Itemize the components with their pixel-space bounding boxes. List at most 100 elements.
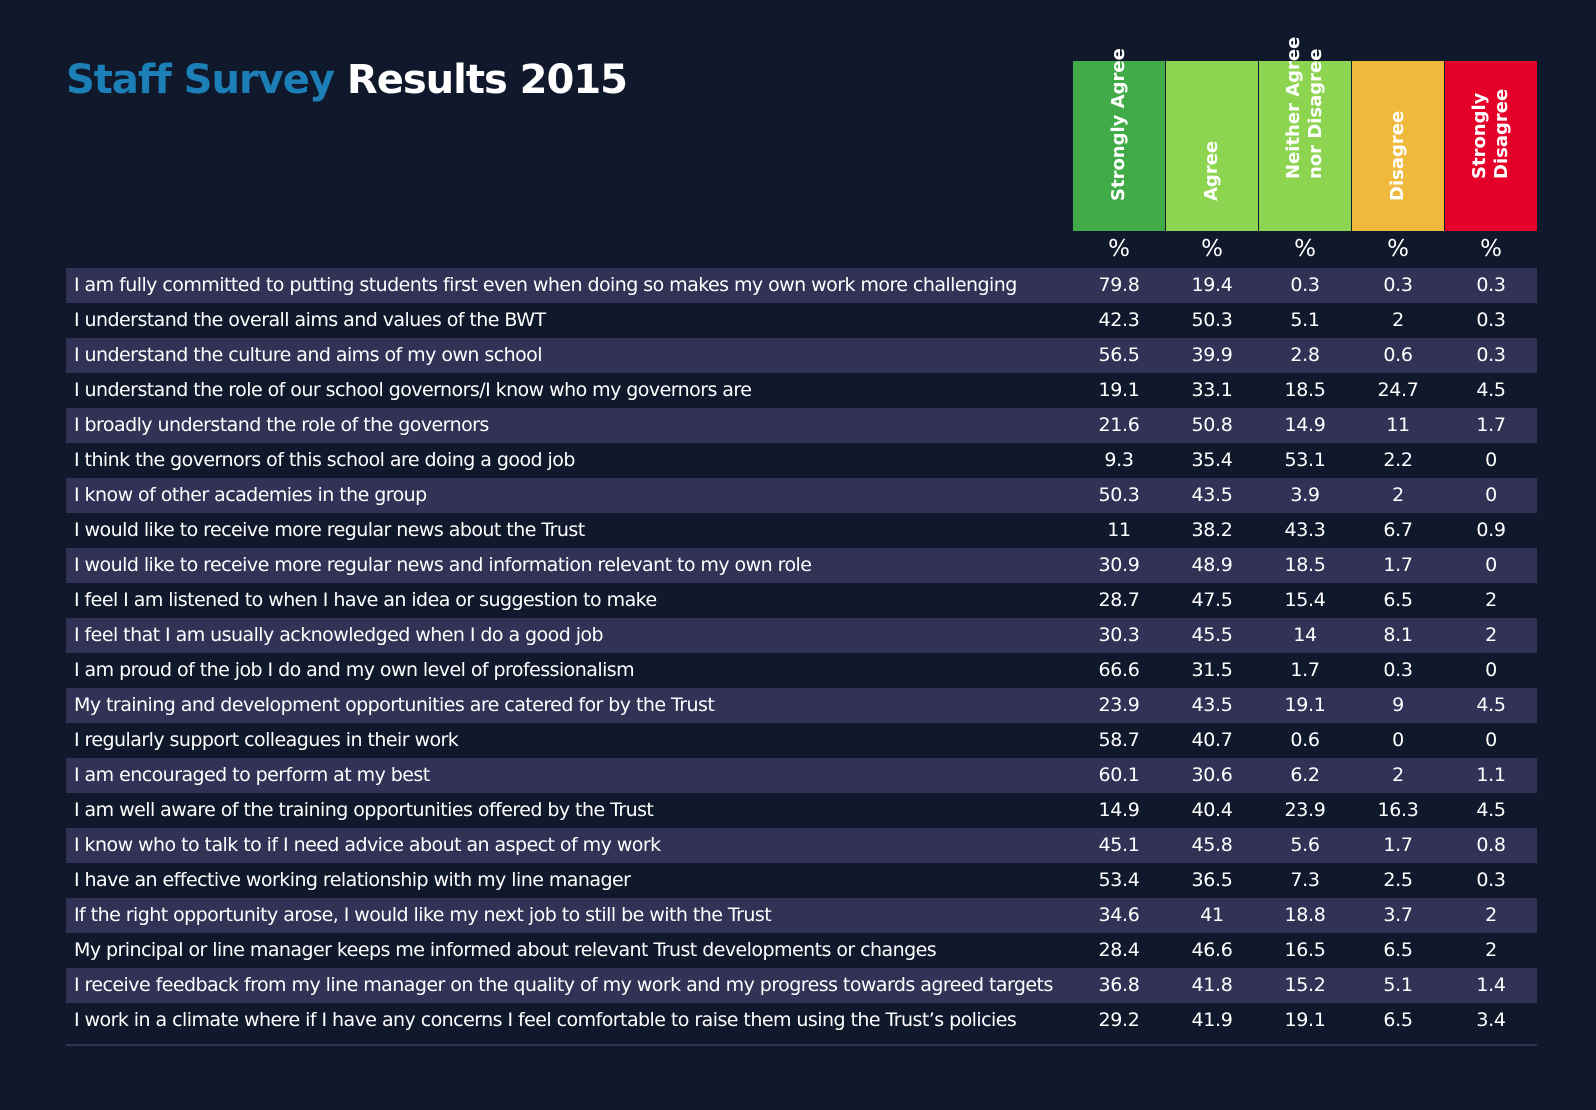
value-cell: 42.3 [1098,309,1140,331]
value-cell: 16.3 [1377,799,1419,821]
value-cell: 2 [1392,309,1404,331]
table-row: I know of other academies in the group 50… [66,478,1537,513]
value-cell: 2 [1485,624,1497,646]
column-header-label: Strongly Disagree [1469,88,1512,179]
column-header-3: Neither Agree nor Disagree [1259,37,1351,231]
value-cell: 0 [1485,484,1497,506]
value-cell: 6.5 [1383,1009,1413,1031]
question-text: My training and development opportunitie… [74,694,715,716]
value-cell: 23.9 [1098,694,1140,716]
question-text: I receive feedback from my line manager … [74,974,1053,996]
value-cell: 1.7 [1383,554,1413,576]
value-cell: 28.7 [1098,589,1140,611]
value-cell: 6.5 [1383,589,1413,611]
value-cell: 3.7 [1383,904,1413,926]
value-cell: 2 [1485,939,1497,961]
value-cell: 9.3 [1104,449,1134,471]
value-cell: 6.7 [1383,519,1413,541]
value-cell: 19.1 [1098,379,1140,401]
value-cell: 0.8 [1476,834,1506,856]
value-cell: 47.5 [1191,589,1233,611]
value-cell: 0 [1485,554,1497,576]
value-cell: 0.6 [1383,344,1413,366]
value-cell: 0.3 [1476,274,1506,296]
value-cell: 2 [1392,484,1404,506]
question-text: I know of other academies in the group [74,484,427,506]
value-cell: 53.1 [1284,449,1326,471]
value-cell: 43.3 [1284,519,1326,541]
percent-unit-label: % [1480,236,1502,262]
value-cell: 0.6 [1290,729,1320,751]
value-cell: 0.3 [1383,659,1413,681]
value-cell: 40.4 [1191,799,1233,821]
value-cell: 18.5 [1284,379,1326,401]
column-header-label: Disagree [1387,110,1408,201]
value-cell: 58.7 [1098,729,1140,751]
value-cell: 15.2 [1284,974,1326,996]
value-cell: 3.4 [1476,1009,1506,1031]
value-cell: 0.9 [1476,519,1506,541]
column-header-label: Agree [1201,140,1222,201]
table-row: I would like to receive more regular new… [66,548,1537,583]
value-cell: 1.7 [1476,414,1506,436]
value-cell: 50.3 [1191,309,1233,331]
value-cell: 48.9 [1191,554,1233,576]
value-cell: 41.9 [1191,1009,1233,1031]
value-cell: 6.5 [1383,939,1413,961]
question-text: I am encouraged to perform at my best [74,764,430,786]
column-header-label: Neither Agree nor Disagree [1283,36,1326,179]
value-cell: 8.1 [1383,624,1413,646]
table-row: My training and development opportunitie… [66,688,1537,723]
value-cell: 46.6 [1191,939,1233,961]
question-text: I understand the overall aims and values… [74,309,546,331]
value-cell: 3.9 [1290,484,1320,506]
question-text: I work in a climate where if I have any … [74,1009,1017,1031]
table-row: I receive feedback from my line manager … [66,968,1537,1003]
value-cell: 1.1 [1476,764,1506,786]
value-cell: 6.2 [1290,764,1320,786]
table-row: I am well aware of the training opportun… [66,793,1537,828]
percent-unit-label: % [1108,236,1130,262]
table-row: I understand the role of our school gove… [66,373,1537,408]
value-cell: 7.3 [1290,869,1320,891]
question-text: I understand the role of our school gove… [74,379,752,401]
question-text: My principal or line manager keeps me in… [74,939,937,961]
table-row: I would like to receive more regular new… [66,513,1537,548]
question-text: I am fully committed to putting students… [74,274,1017,296]
value-cell: 0.3 [1476,309,1506,331]
value-cell: 0.3 [1476,869,1506,891]
question-text: I have an effective working relationship… [74,869,631,891]
value-cell: 30.3 [1098,624,1140,646]
value-cell: 43.5 [1191,694,1233,716]
value-cell: 18.5 [1284,554,1326,576]
value-cell: 2.8 [1290,344,1320,366]
value-cell: 2.5 [1383,869,1413,891]
value-cell: 1.7 [1290,659,1320,681]
table-row: I am fully committed to putting students… [66,268,1537,303]
table-row: I know who to talk to if I need advice a… [66,828,1537,863]
question-text: I understand the culture and aims of my … [74,344,543,366]
value-cell: 60.1 [1098,764,1140,786]
table-row: I feel I am listened to when I have an i… [66,583,1537,618]
value-cell: 79.8 [1098,274,1140,296]
value-cell: 11 [1107,519,1131,541]
value-cell: 45.8 [1191,834,1233,856]
table-row: I have an effective working relationship… [66,863,1537,898]
value-cell: 29.2 [1098,1009,1140,1031]
value-cell: 30.6 [1191,764,1233,786]
question-text: I am proud of the job I do and my own le… [74,659,635,681]
column-header-label: Strongly Agree [1108,48,1129,201]
value-cell: 11 [1386,414,1410,436]
value-cell: 43.5 [1191,484,1233,506]
title-highlight: Staff Survey [66,57,335,103]
value-cell: 1.4 [1476,974,1506,996]
value-cell: 19.1 [1284,694,1326,716]
percent-unit-label: % [1201,236,1223,262]
value-cell: 2 [1485,904,1497,926]
title-rest: Results 2015 [346,57,628,103]
value-cell: 19.1 [1284,1009,1326,1031]
table-row: I am proud of the job I do and my own le… [66,653,1537,688]
column-header-4: Disagree [1352,61,1444,231]
value-cell: 38.2 [1191,519,1233,541]
question-text: I feel I am listened to when I have an i… [74,589,657,611]
